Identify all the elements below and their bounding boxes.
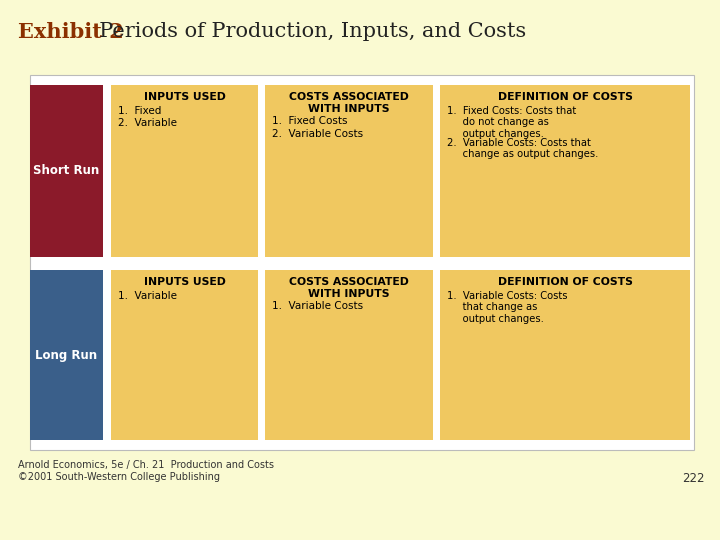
Text: DEFINITION OF COSTS: DEFINITION OF COSTS	[498, 277, 632, 287]
FancyBboxPatch shape	[30, 270, 103, 440]
Text: 222: 222	[683, 472, 705, 485]
Text: Periods of Production, Inputs, and Costs: Periods of Production, Inputs, and Costs	[86, 22, 526, 41]
Text: Short Run: Short Run	[33, 165, 99, 178]
Text: 2.  Variable Costs: 2. Variable Costs	[272, 129, 363, 139]
FancyBboxPatch shape	[111, 85, 258, 257]
Text: 1.  Variable Costs: Costs
     that change as
     output changes.: 1. Variable Costs: Costs that change as …	[447, 291, 567, 324]
Text: 2.  Variable Costs: Costs that
     change as output changes.: 2. Variable Costs: Costs that change as …	[447, 138, 598, 159]
Text: 1.  Fixed Costs: Costs that
     do not change as
     output changes.: 1. Fixed Costs: Costs that do not change…	[447, 105, 576, 139]
FancyBboxPatch shape	[265, 85, 433, 257]
Text: 1.  Variable: 1. Variable	[118, 291, 177, 301]
Text: Exhibit 2: Exhibit 2	[18, 22, 124, 42]
Text: COSTS ASSOCIATED
WITH INPUTS: COSTS ASSOCIATED WITH INPUTS	[289, 277, 409, 299]
Text: DEFINITION OF COSTS: DEFINITION OF COSTS	[498, 92, 632, 102]
Text: COSTS ASSOCIATED
WITH INPUTS: COSTS ASSOCIATED WITH INPUTS	[289, 92, 409, 113]
Text: Long Run: Long Run	[35, 348, 98, 361]
FancyBboxPatch shape	[30, 75, 694, 450]
FancyBboxPatch shape	[265, 270, 433, 440]
Text: INPUTS USED: INPUTS USED	[143, 92, 225, 102]
Text: 1.  Fixed: 1. Fixed	[118, 105, 161, 116]
FancyBboxPatch shape	[30, 85, 103, 257]
FancyBboxPatch shape	[440, 270, 690, 440]
Text: ©2001 South-Western College Publishing: ©2001 South-Western College Publishing	[18, 472, 220, 482]
Text: 2.  Variable: 2. Variable	[118, 118, 177, 128]
Text: 1.  Fixed Costs: 1. Fixed Costs	[272, 116, 348, 126]
FancyBboxPatch shape	[111, 270, 258, 440]
FancyBboxPatch shape	[440, 85, 690, 257]
Text: INPUTS USED: INPUTS USED	[143, 277, 225, 287]
Text: Arnold Economics, 5e / Ch. 21  Production and Costs: Arnold Economics, 5e / Ch. 21 Production…	[18, 460, 274, 470]
Text: 1.  Variable Costs: 1. Variable Costs	[272, 301, 363, 311]
